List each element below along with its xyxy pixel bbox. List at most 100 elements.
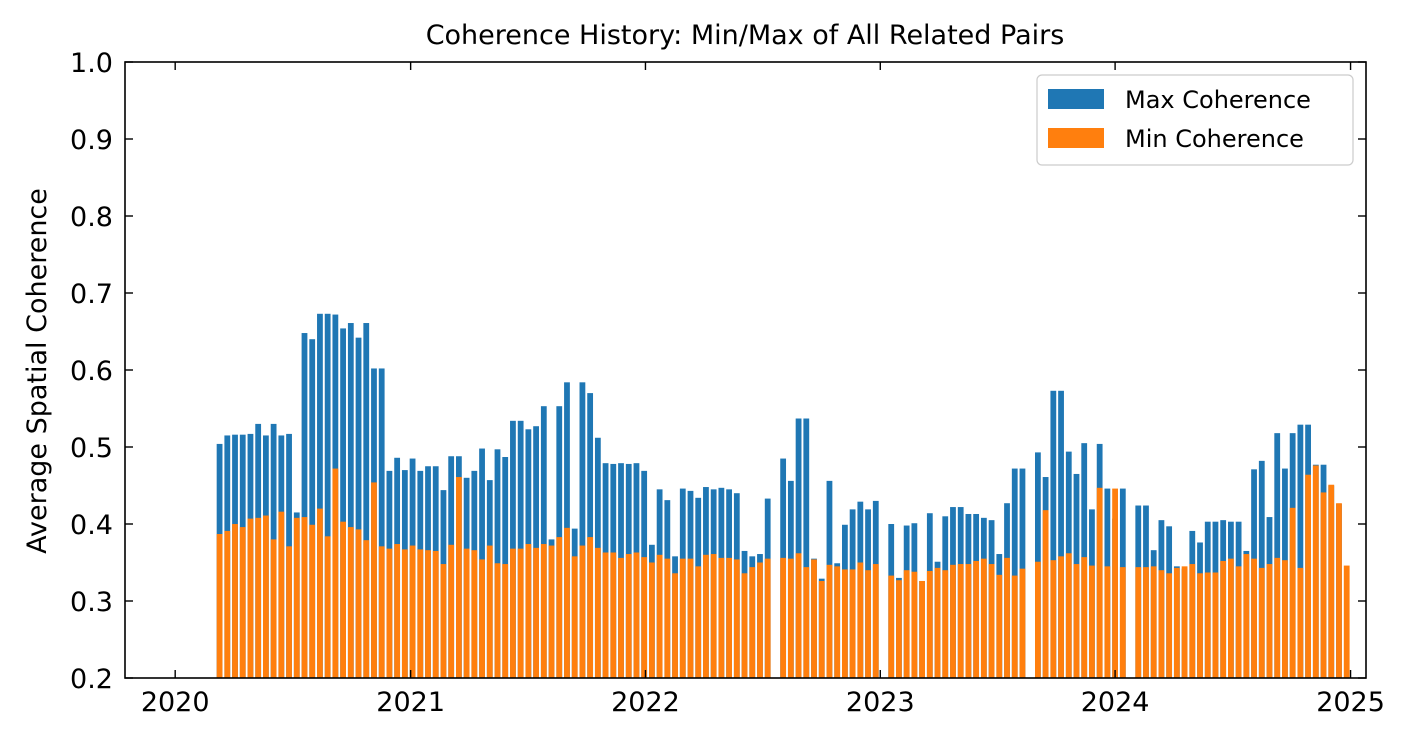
min-coherence-bar — [1181, 566, 1188, 678]
y-tick-label: 0.8 — [70, 202, 113, 233]
min-coherence-bar — [1258, 567, 1265, 678]
min-coherence-bar — [556, 537, 563, 678]
min-coherence-bar — [741, 573, 748, 678]
min-coherence-bar — [1065, 553, 1072, 678]
min-coherence-bar — [764, 558, 771, 678]
min-coherence-bar — [780, 557, 787, 678]
min-coherence-bar — [872, 564, 879, 678]
min-coherence-bar — [1297, 567, 1304, 678]
min-coherence-bar — [479, 559, 485, 678]
min-coherence-bar — [1312, 465, 1319, 678]
min-coherence-bar — [1011, 575, 1018, 678]
max-coherence-bar — [347, 323, 354, 678]
min-coherence-bar — [324, 536, 331, 678]
min-coherence-bar — [263, 515, 269, 678]
min-coherence-bar — [471, 550, 478, 678]
min-coherence-bar — [1019, 568, 1026, 678]
min-coherence-bar — [278, 511, 285, 678]
min-coherence-bar — [973, 560, 980, 678]
min-coherence-bar — [1035, 561, 1041, 678]
max-coherence-bars — [216, 313, 1342, 678]
min-coherence-bar — [486, 545, 493, 678]
min-coherence-bar — [1096, 487, 1103, 678]
min-coherence-bar — [232, 524, 238, 678]
min-coherence-bar — [1112, 488, 1118, 678]
min-coherence-bar — [401, 549, 408, 678]
min-coherence-bar — [1204, 572, 1211, 678]
min-coherence-bar — [1058, 556, 1064, 678]
min-coherence-bar — [255, 517, 262, 678]
max-coherence-bar — [1050, 390, 1057, 678]
max-coherence-bar — [1058, 390, 1064, 678]
x-tick-label: 2021 — [376, 687, 445, 718]
min-coherence-bar — [818, 580, 825, 678]
min-coherence-bar — [1150, 566, 1157, 678]
min-coherence-bar — [525, 544, 532, 678]
min-coherence-bar — [1173, 567, 1180, 678]
min-coherence-bar — [548, 545, 555, 678]
max-coherence-bar — [1297, 424, 1304, 678]
min-coherence-bar — [980, 558, 987, 678]
min-coherence-bar — [942, 570, 949, 678]
min-coherence-bar — [1073, 564, 1080, 678]
max-coherence-bar — [309, 339, 316, 678]
min-coherence-bar — [842, 569, 848, 678]
min-coherence-bar — [1042, 510, 1049, 678]
min-coherence-bar — [1228, 558, 1234, 678]
y-tick-label: 0.5 — [70, 433, 113, 464]
max-coherence-bar — [540, 406, 547, 678]
min-coherence-bar — [965, 564, 972, 678]
min-coherence-bar — [1336, 503, 1342, 678]
min-coherence-bar — [633, 552, 640, 678]
min-coherence-bar — [1089, 565, 1095, 678]
x-tick-label: 2020 — [141, 687, 210, 718]
min-coherence-bar — [733, 559, 740, 678]
min-coherence-bar — [425, 550, 431, 678]
y-tick-label: 0.9 — [70, 125, 113, 156]
min-coherence-bar — [811, 559, 817, 678]
min-coherence-bar — [440, 564, 447, 678]
min-coherence-bar — [332, 468, 339, 678]
min-coherence-bar — [224, 530, 231, 678]
min-coherence-bar — [216, 534, 223, 678]
y-axis-ticks: 0.2 0.3 0.4 0.5 0.6 0.7 0.8 0.9 1.0 — [70, 48, 1366, 695]
min-coherence-bar — [957, 564, 964, 678]
min-coherence-bar — [602, 552, 609, 678]
y-tick-label: 1.0 — [70, 48, 113, 79]
max-coherence-bar — [363, 323, 370, 678]
min-coherence-bar — [687, 558, 694, 678]
legend: Max Coherence Min Coherence — [1036, 74, 1354, 166]
min-coherence-bar — [1158, 570, 1165, 678]
min-coherence-bar — [1289, 507, 1296, 678]
min-coherence-bar — [849, 569, 856, 678]
max-coherence-bar — [355, 337, 362, 678]
min-coherence-bar — [695, 566, 702, 678]
legend-label-min: Min Coherence — [1125, 125, 1304, 153]
min-coherence-bar — [494, 563, 501, 678]
min-coherence-bar — [1104, 566, 1111, 678]
max-coherence-bar — [301, 333, 308, 678]
min-coherence-bar — [1143, 567, 1149, 678]
min-coherence-bar — [432, 550, 439, 678]
min-coherence-bar — [355, 529, 362, 678]
y-axis-title: Average Spatial Coherence — [22, 188, 53, 554]
min-coherence-bar — [672, 573, 678, 678]
min-coherence-bar — [1050, 560, 1057, 678]
x-tick-label: 2025 — [1316, 687, 1385, 718]
max-coherence-bar — [378, 368, 385, 678]
min-coherence-bar — [1135, 567, 1142, 678]
y-tick-label: 0.4 — [70, 510, 113, 541]
min-coherence-bar — [834, 566, 841, 678]
min-coherence-bar — [1235, 566, 1242, 678]
y-tick-label: 0.6 — [70, 356, 113, 387]
min-coherence-bar — [1212, 572, 1219, 678]
min-coherence-bar — [1274, 557, 1281, 678]
min-coherence-bar — [564, 527, 570, 678]
min-coherence-bar — [926, 570, 933, 678]
min-coherence-bar — [517, 548, 524, 678]
min-coherence-bar — [347, 527, 354, 678]
min-coherence-bar — [363, 540, 370, 678]
min-coherence-bar — [317, 508, 323, 678]
